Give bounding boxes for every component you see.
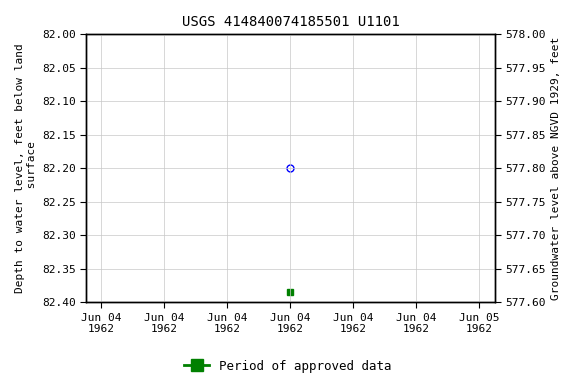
Legend: Period of approved data: Period of approved data <box>179 355 397 378</box>
Y-axis label: Groundwater level above NGVD 1929, feet: Groundwater level above NGVD 1929, feet <box>551 37 561 300</box>
Y-axis label: Depth to water level, feet below land
 surface: Depth to water level, feet below land su… <box>15 43 37 293</box>
Title: USGS 414840074185501 U1101: USGS 414840074185501 U1101 <box>181 15 399 29</box>
